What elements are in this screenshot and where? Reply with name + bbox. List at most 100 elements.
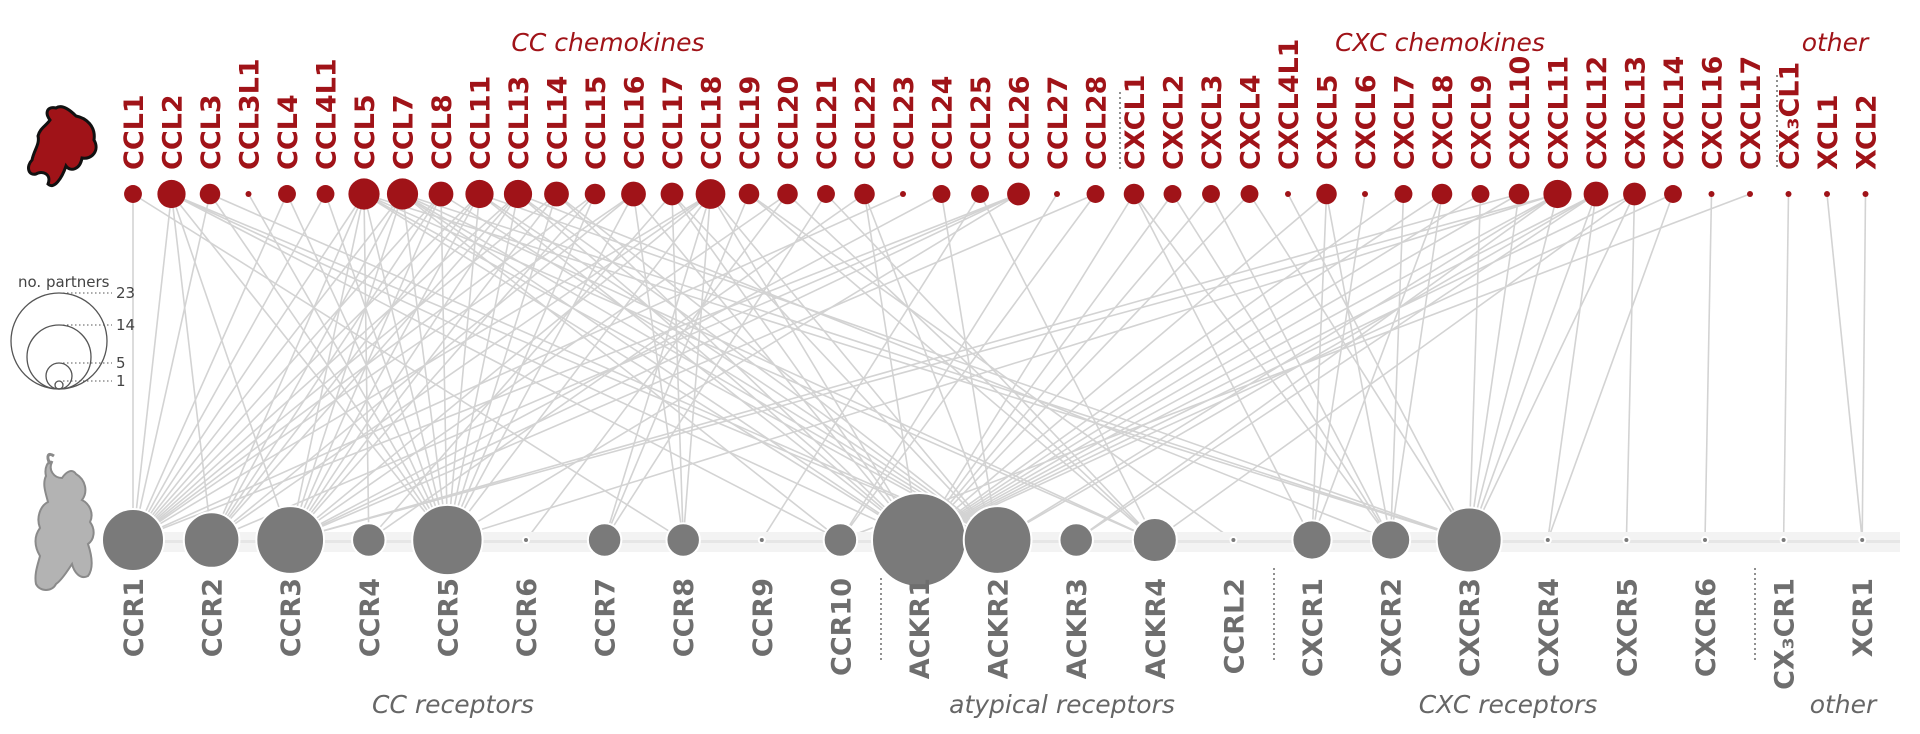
chemokine-node-ccl5[interactable] (348, 178, 380, 210)
receptor-node-ccr7[interactable] (586, 522, 623, 558)
chemokine-node-ccl11[interactable] (465, 179, 494, 209)
edge-cxcl5-cxcr2 (1325, 193, 1392, 541)
chemokine-node-cxcl13[interactable] (1623, 182, 1646, 206)
edge-ccl7-ccr1 (132, 193, 404, 541)
receptor-node-ccr8[interactable] (665, 522, 701, 558)
chemokine-node-ccl15[interactable] (584, 183, 606, 205)
receptor-node-cxcr4[interactable] (1543, 536, 1552, 544)
chemokine-node-cxcl3[interactable] (1202, 185, 1220, 203)
chemokine-label-ccl4l1: CCL4L1 (312, 58, 343, 170)
chemokine-label-cxcl4l1: CXCL4L1 (1274, 39, 1305, 170)
chemokine-node-xcl1[interactable] (1824, 191, 1830, 197)
chemokine-node-ccl28[interactable] (1086, 185, 1105, 203)
chemokine-node-ccl13[interactable] (503, 179, 533, 209)
edge-ccl17-ccr4 (368, 193, 673, 541)
chemokine-node-ccl24[interactable] (932, 185, 951, 203)
chemokine-label-cxcl11: CXCL11 (1544, 56, 1575, 170)
receptor-node-cxcr6[interactable] (1701, 536, 1709, 544)
chemokine-label-cxcl10: CXCL10 (1505, 56, 1536, 170)
receptor-node-ccr4[interactable] (351, 522, 387, 558)
chemokine-node-ccl25[interactable] (971, 185, 989, 203)
chemokine-node-ccl8[interactable] (428, 181, 454, 207)
receptor-label-cxcr4: CXCR4 (1534, 578, 1565, 677)
chemokine-node-cxcl16[interactable] (1708, 191, 1715, 197)
chemokine-node-cxcl4l1[interactable] (1285, 191, 1291, 197)
chemokine-node-ccl18[interactable] (695, 179, 726, 209)
legend-circle-23 (10, 292, 108, 390)
chemokine-node-ccl3l1[interactable] (245, 191, 252, 197)
chemokine-node-cxcl11[interactable] (1543, 179, 1572, 209)
chemokine-node-ccl26[interactable] (1007, 182, 1030, 206)
chemokine-node-cxcl1[interactable] (1123, 183, 1145, 205)
chemokine-node-cxcl5[interactable] (1316, 183, 1337, 205)
chemokine-label-cxcl8: CXCL8 (1428, 75, 1459, 170)
chemokine-node-ccl1[interactable] (124, 185, 142, 203)
receptor-node-ackr3[interactable] (1058, 522, 1094, 558)
edge-ccl13-ccr1 (132, 193, 519, 541)
chemokine-node-cxcl12[interactable] (1583, 181, 1609, 207)
chemokine-node-cxcl7[interactable] (1394, 185, 1413, 203)
chemokine-node-ccl21[interactable] (817, 185, 835, 203)
edge-ccl7-ccr5 (401, 193, 449, 541)
chemokine-node-cxcl17[interactable] (1747, 191, 1753, 197)
chemokine-node-cxcl2[interactable] (1163, 185, 1182, 203)
chemokine-label-ccl3: CCL3 (196, 94, 227, 170)
receptor-label-cxcr6: CXCR6 (1691, 578, 1722, 677)
chemokine-node-ccl20[interactable] (777, 183, 798, 205)
edge-ccl4-ccr1 (132, 193, 288, 541)
receptor-node-cxcr3[interactable] (1435, 506, 1503, 574)
receptor-node-ccr10[interactable] (822, 522, 859, 558)
chemokine-node-ccl19[interactable] (738, 183, 760, 205)
edge-ccl18-ccr2 (211, 193, 711, 541)
chemokine-node-ccl17[interactable] (660, 182, 684, 206)
receptor-node-ccr5[interactable] (411, 503, 484, 577)
receptor-node-ccr9[interactable] (757, 536, 766, 544)
chemokine-node-cxcl10[interactable] (1508, 183, 1530, 205)
chemokine-node-ccl27[interactable] (1054, 191, 1060, 197)
edge-ccl26-ccr1 (132, 193, 1019, 541)
receptor-node-ccr2[interactable] (182, 511, 241, 569)
chemokine-node-xcl2[interactable] (1862, 191, 1869, 197)
legend-value-5: 5 (116, 354, 126, 372)
chemokine-node-cxcl9[interactable] (1471, 185, 1490, 203)
receptor-node-cxcr2[interactable] (1370, 519, 1412, 561)
receptor-node-ackr2[interactable] (962, 505, 1033, 575)
chemokine-node-cxcl8[interactable] (1431, 183, 1453, 205)
receptor-node-ccrl2[interactable] (1229, 536, 1238, 544)
receptor-node-ccr1[interactable] (101, 508, 165, 572)
receptor-node-ackr1[interactable] (871, 492, 967, 588)
chemokine-node-ccl7[interactable] (386, 178, 419, 210)
chemokine-node-ccl4[interactable] (278, 185, 296, 203)
chemokine-label-cxcl7: CXCL7 (1390, 75, 1421, 170)
chemokine-label-cxcl5: CXCL5 (1313, 75, 1344, 170)
chemokine-node-cx-cl1[interactable] (1785, 191, 1792, 197)
chemokine-node-cxcl6[interactable] (1362, 191, 1368, 197)
receptor-node-cxcr1[interactable] (1291, 519, 1333, 561)
chemokine-node-ccl14[interactable] (544, 181, 569, 207)
chemokine-node-ccl3[interactable] (199, 183, 221, 205)
chemokine-node-ccl22[interactable] (854, 183, 875, 205)
chemokine-label-ccl4: CCL4 (273, 94, 304, 170)
receptor-node-ccr3[interactable] (255, 505, 326, 575)
edge-ccl7-ccr10 (402, 193, 841, 541)
receptor-node-cx-cr1[interactable] (1779, 536, 1788, 544)
edge-ccl2-ccr2 (170, 193, 213, 541)
edge-ccl4l1-ccr5 (324, 193, 449, 541)
legend-value-1: 1 (116, 372, 126, 390)
chemokine-node-ccl16[interactable] (621, 181, 646, 207)
chemokine-node-cxcl14[interactable] (1664, 185, 1682, 203)
chemokine-node-ccl2[interactable] (157, 179, 186, 209)
receptor-node-xcr1[interactable] (1858, 536, 1867, 544)
receptor-node-ackr4[interactable] (1131, 517, 1178, 563)
chemokine-node-ccl23[interactable] (900, 191, 906, 197)
edge-xcl1-xcr1 (1826, 193, 1863, 541)
chemokine-label-ccl5: CCL5 (350, 94, 381, 170)
receptor-node-cxcr5[interactable] (1622, 536, 1631, 544)
chemokine-node-cxcl4[interactable] (1240, 185, 1259, 203)
chemokine-label-ccl19: CCL19 (735, 76, 766, 170)
chemokine-node-ccl4l1[interactable] (316, 185, 335, 203)
edge-cxcl12-cxcr4 (1547, 193, 1597, 541)
chemokine-label-ccl2: CCL2 (158, 94, 189, 170)
receptor-node-ccr6[interactable] (522, 536, 530, 544)
edge-ccl5-cxcr3 (363, 193, 1470, 541)
